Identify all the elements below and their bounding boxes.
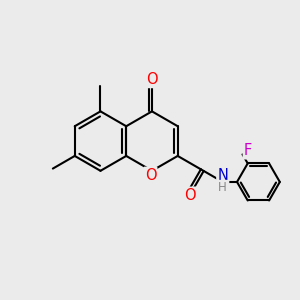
Text: H: H bbox=[218, 181, 227, 194]
Text: O: O bbox=[184, 188, 196, 203]
Text: N: N bbox=[217, 168, 228, 183]
Text: F: F bbox=[244, 143, 252, 158]
Text: O: O bbox=[146, 72, 158, 87]
Text: O: O bbox=[145, 168, 156, 183]
